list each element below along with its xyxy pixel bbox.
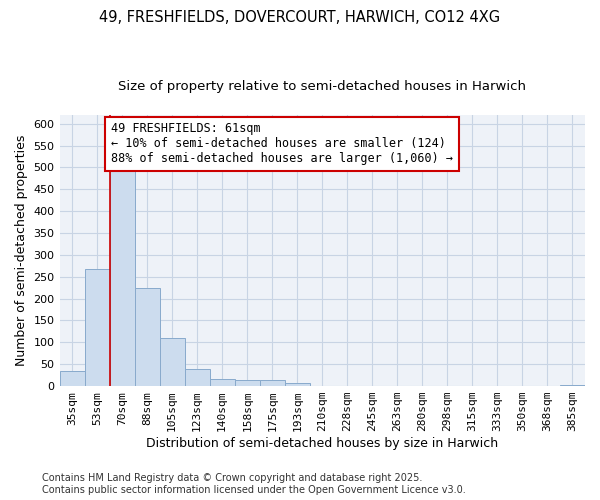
X-axis label: Distribution of semi-detached houses by size in Harwich: Distribution of semi-detached houses by … bbox=[146, 437, 499, 450]
Bar bbox=[110, 170, 134, 386]
Text: 49 FRESHFIELDS: 61sqm
← 10% of semi-detached houses are smaller (124)
88% of sem: 49 FRESHFIELDS: 61sqm ← 10% of semi-deta… bbox=[111, 122, 453, 166]
Bar bbox=[209, 378, 235, 386]
Text: 49, FRESHFIELDS, DOVERCOURT, HARWICH, CO12 4XG: 49, FRESHFIELDS, DOVERCOURT, HARWICH, CO… bbox=[100, 10, 500, 25]
Bar bbox=[85, 269, 110, 386]
Y-axis label: Number of semi-detached properties: Number of semi-detached properties bbox=[15, 135, 28, 366]
Bar bbox=[160, 338, 185, 386]
Text: Contains HM Land Registry data © Crown copyright and database right 2025.
Contai: Contains HM Land Registry data © Crown c… bbox=[42, 474, 466, 495]
Bar bbox=[134, 288, 160, 386]
Bar bbox=[59, 371, 85, 386]
Bar bbox=[185, 368, 209, 386]
Bar bbox=[560, 385, 585, 386]
Bar bbox=[285, 383, 310, 386]
Bar bbox=[235, 380, 260, 386]
Title: Size of property relative to semi-detached houses in Harwich: Size of property relative to semi-detach… bbox=[118, 80, 526, 93]
Bar bbox=[260, 380, 285, 386]
